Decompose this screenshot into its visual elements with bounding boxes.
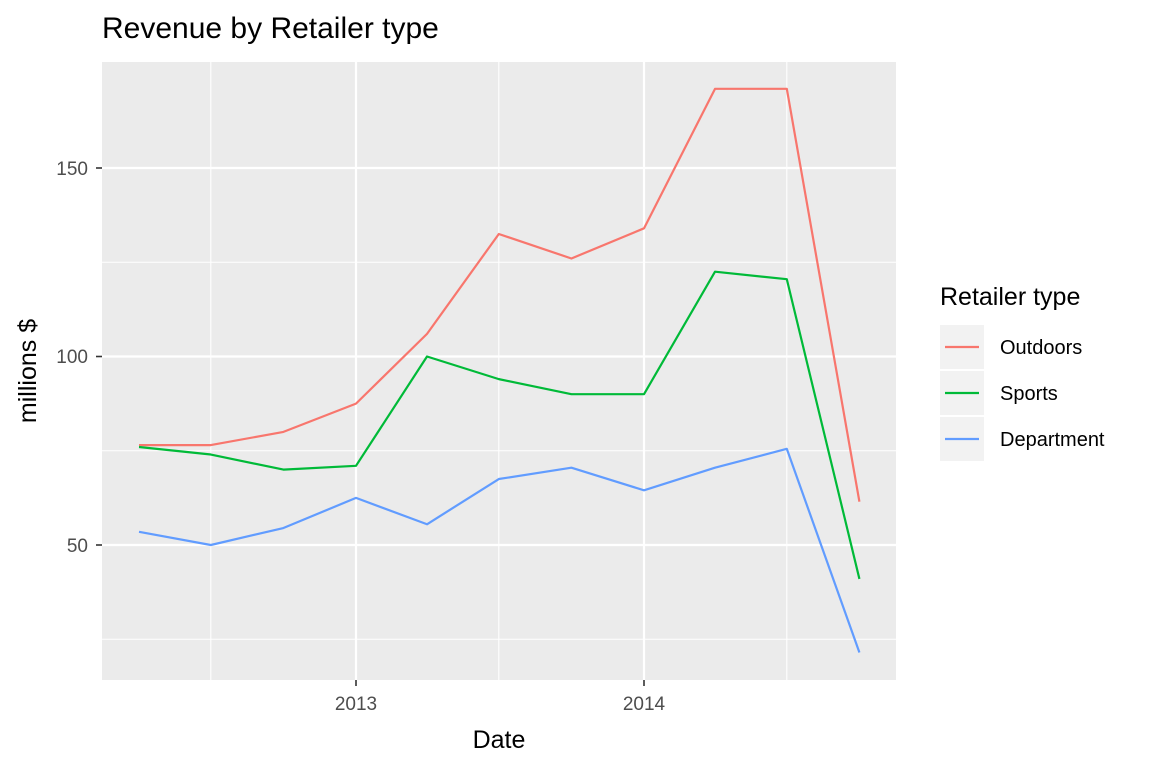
legend-label-sports: Sports [1000,383,1058,405]
series-line-outdoors [139,87,861,502]
series-lines [138,87,861,653]
series-line-sports [138,270,861,580]
x-axis-title: Date [473,726,526,754]
chart-title: Revenue by Retailer type [102,12,439,45]
legend-item-outdoors: Outdoors [940,325,1082,369]
legend-label-department: Department [1000,429,1105,451]
y-tick-label-150: 150 [56,159,88,180]
x-tick-label-2013: 2013 [335,694,377,715]
x-tick-label-2014: 2014 [623,694,666,715]
legend: Outdoors Sports Department [940,325,1105,461]
axis-ticks [96,167,645,686]
series-line-department [138,447,861,653]
y-axis-title: millions $ [14,319,42,423]
minor-gridlines [102,62,896,680]
legend-title: Retailer type [940,283,1080,311]
y-tick-label-50: 50 [67,536,88,557]
legend-label-outdoors: Outdoors [1000,337,1082,359]
major-gridlines [102,62,896,680]
y-tick-label-100: 100 [56,347,88,368]
legend-item-sports: Sports [940,371,1058,415]
legend-item-department: Department [940,417,1105,461]
